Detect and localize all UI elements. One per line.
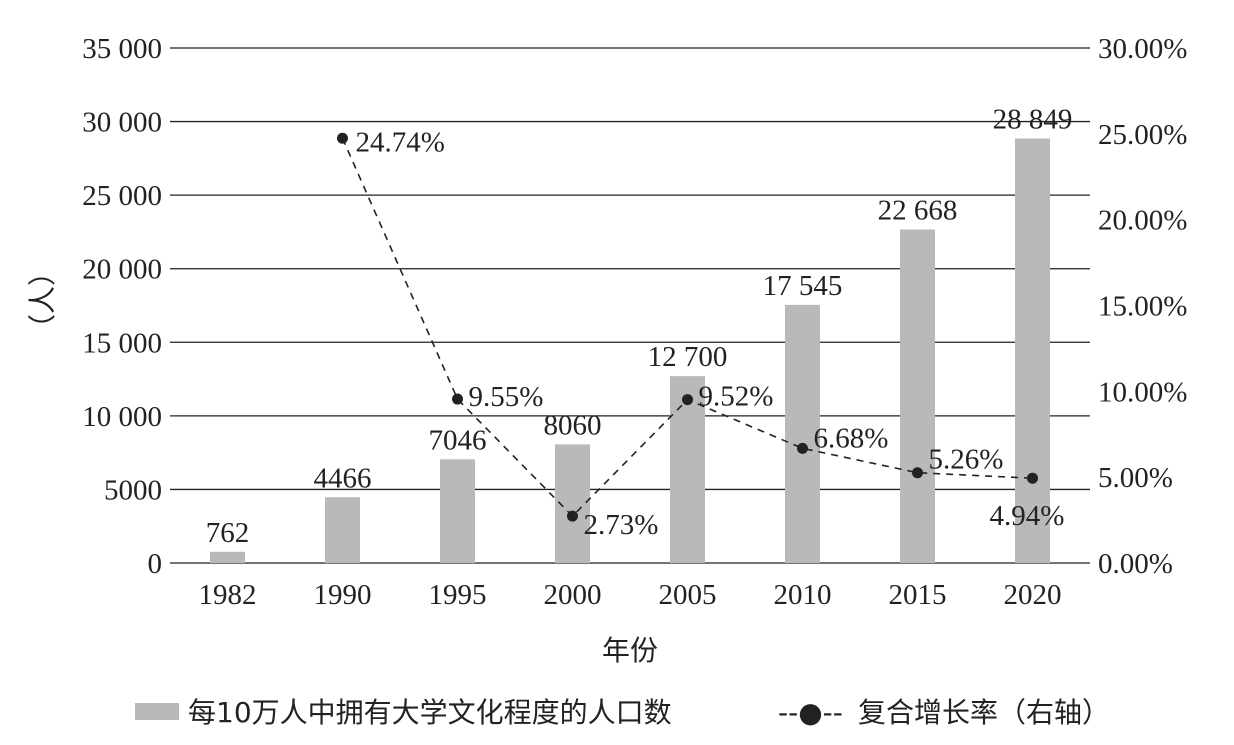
x-axis: 1982 1990 1995 2000 2005 2010 2015 2020	[199, 579, 1062, 611]
y-tick-right: 20.00%	[1098, 205, 1187, 237]
bar	[325, 497, 360, 563]
line-value-label: 9.52%	[699, 381, 774, 413]
bars	[210, 138, 1050, 563]
y-tick-left: 0	[148, 548, 163, 580]
legend-bar-label: 每10万人中拥有大学文化程度的人口数	[188, 696, 672, 729]
data-labels: 762 4466 7046 8060 12 700 17 545 22 668 28 849 2…	[206, 104, 1073, 549]
y-axis-right: 0.00% 5.00% 10.00% 15.00% 20.00% 25.00% 30.00%	[1098, 33, 1187, 580]
y-axis-left: 0 5000 10 000 15 000 20 000 25 000 30 000 35 00…	[82, 33, 162, 580]
line-value-label: 24.74%	[356, 126, 445, 158]
bar	[785, 304, 820, 563]
line-value-label: 2.73%	[584, 509, 659, 541]
bar-value-label: 12 700	[648, 341, 728, 373]
line-value-label: 9.55%	[469, 381, 544, 413]
y-tick-left: 15 000	[82, 327, 162, 359]
bar-value-label: 4466	[314, 462, 372, 494]
x-tick: 1995	[429, 579, 487, 611]
line-value-label: 5.26%	[929, 444, 1004, 476]
y-tick-right: 10.00%	[1098, 376, 1187, 408]
y-tick-left: 5000	[104, 474, 162, 506]
growth-line	[337, 132, 1038, 522]
line-point	[452, 393, 463, 405]
line-point	[682, 394, 693, 406]
line-value-label: 6.68%	[814, 422, 889, 454]
y-tick-right: 0.00%	[1098, 548, 1173, 580]
y-tick-left: 35 000	[82, 33, 162, 65]
bar	[440, 459, 475, 563]
x-tick: 2020	[1004, 579, 1062, 611]
x-tick: 2010	[774, 579, 832, 611]
x-axis-title: 年份	[602, 634, 658, 667]
x-tick: 2015	[889, 579, 947, 611]
y-tick-right: 5.00%	[1098, 462, 1173, 494]
legend: 每10万人中拥有大学文化程度的人口数 --●-- 复合增长率（右轴）	[135, 696, 1110, 729]
line-point	[797, 442, 808, 454]
bar	[900, 229, 935, 563]
bar-value-label: 17 545	[763, 270, 843, 302]
x-tick: 2005	[659, 579, 717, 611]
y-axis-title: （人）	[26, 258, 59, 342]
bar	[670, 376, 705, 563]
y-tick-left: 25 000	[82, 180, 162, 212]
x-tick: 2000	[544, 579, 602, 611]
y-tick-left: 30 000	[82, 107, 162, 139]
line-point	[567, 510, 578, 522]
x-tick: 1982	[199, 579, 257, 611]
bar	[210, 551, 245, 563]
y-tick-left: 10 000	[82, 401, 162, 433]
legend-line-label: 复合增长率（右轴）	[858, 696, 1110, 729]
legend-bar-swatch	[135, 703, 179, 720]
bar-value-label: 8060	[544, 409, 602, 441]
legend-line-marker: --●--	[778, 696, 843, 729]
gridlines	[170, 47, 1090, 564]
y-tick-left: 20 000	[82, 254, 162, 286]
bar	[1015, 138, 1050, 563]
bar-value-label: 7046	[429, 424, 487, 456]
bar-value-label: 762	[206, 517, 250, 549]
bar-value-label: 22 668	[878, 194, 958, 226]
x-tick: 1990	[314, 579, 372, 611]
y-tick-right: 30.00%	[1098, 33, 1187, 65]
line-value-label: 4.94%	[990, 500, 1065, 532]
line-point	[912, 467, 923, 479]
y-tick-right: 15.00%	[1098, 291, 1187, 323]
bar-value-label: 28 849	[993, 104, 1073, 136]
line-point	[337, 132, 348, 144]
line-point	[1027, 472, 1038, 484]
y-tick-right: 25.00%	[1098, 119, 1187, 151]
